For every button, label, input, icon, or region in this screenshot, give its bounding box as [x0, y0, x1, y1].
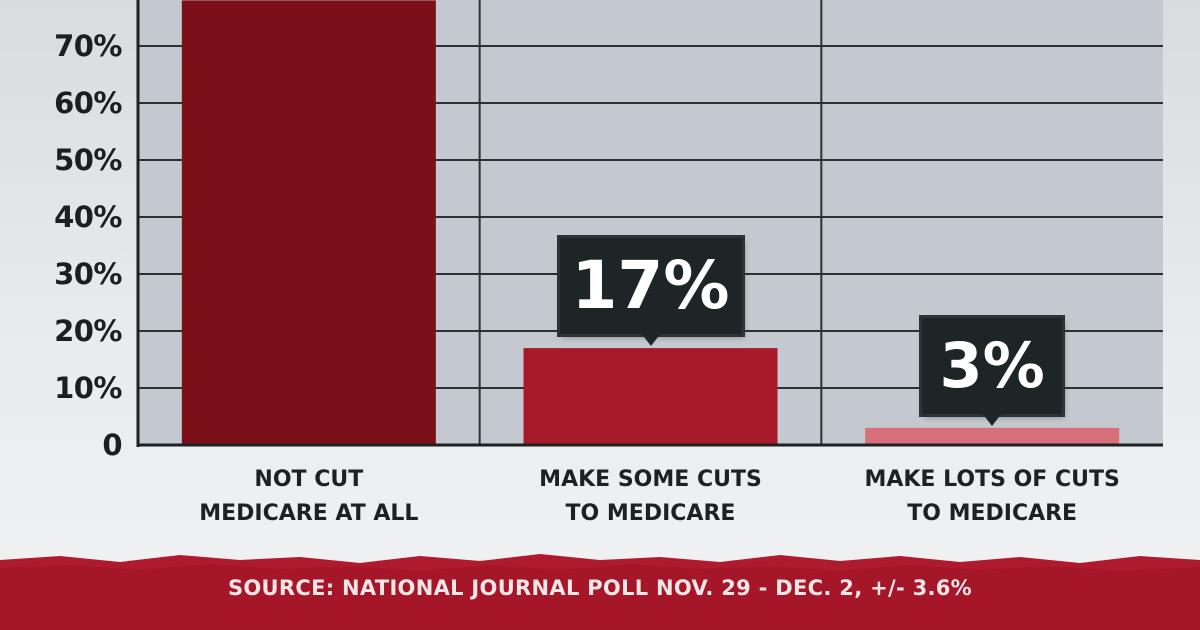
category-label-3: MAKE LOTS OF CUTS TO MEDICARE [864, 467, 1120, 526]
y-tick-label: 0 [102, 428, 122, 462]
y-tick-label: 40% [54, 200, 122, 234]
bar-1 [181, 0, 436, 446]
data-label-2: 17% [559, 238, 742, 347]
source-footer: SOURCE: NATIONAL JOURNAL POLL NOV. 29 - … [0, 546, 1200, 630]
category-label-2: MAKE SOME CUTS TO MEDICARE [539, 467, 762, 526]
category-label-1: NOT CUT MEDICARE AT ALL [199, 467, 419, 526]
y-tick-label: 50% [54, 143, 122, 177]
y-tick-label: 10% [54, 371, 122, 405]
bar-3 [865, 427, 1120, 445]
source-text: SOURCE: NATIONAL JOURNAL POLL NOV. 29 - … [227, 576, 973, 600]
bar-2 [523, 348, 778, 445]
y-tick-label: 30% [54, 257, 122, 291]
y-tick-label: 60% [54, 86, 122, 120]
y-tick-label: 70% [54, 29, 122, 63]
y-tick-label: 80% [0, 0, 122, 6]
torn-band [0, 554, 1200, 630]
data-label-3: 3% [922, 317, 1063, 426]
y-tick-label: 20% [54, 314, 122, 348]
